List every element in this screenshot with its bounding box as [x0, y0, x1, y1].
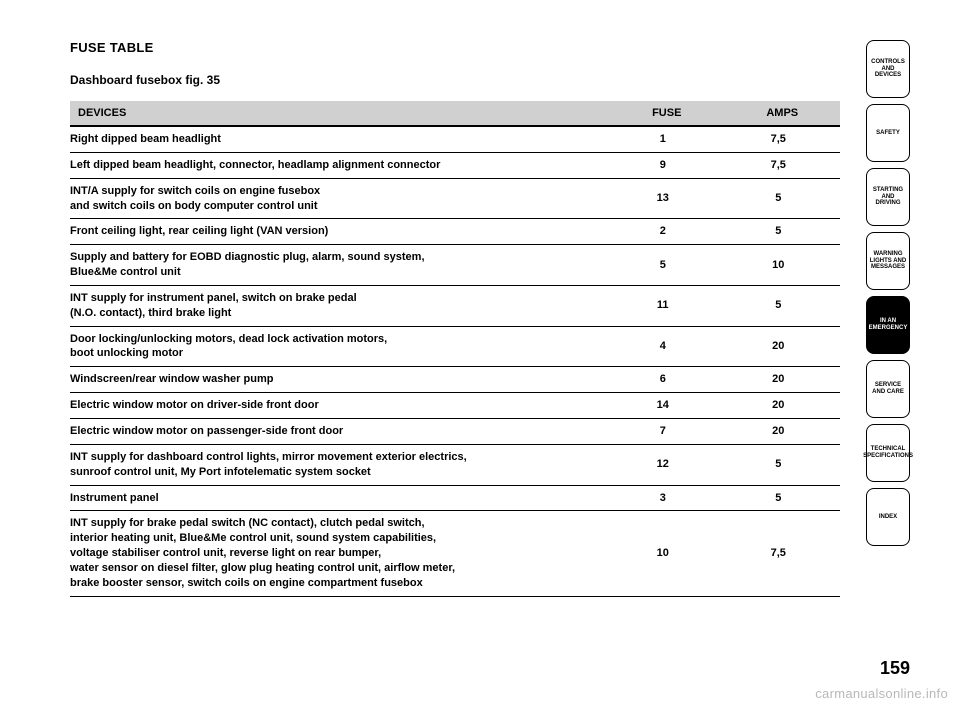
- section-tab[interactable]: STARTING AND DRIVING: [866, 168, 910, 226]
- cell-amps: 5: [725, 285, 841, 326]
- cell-fuse: 3: [609, 485, 725, 511]
- section-tab-label: STARTING AND DRIVING: [869, 187, 907, 207]
- table-row: Right dipped beam headlight17,5: [70, 126, 840, 152]
- table-row: INT supply for brake pedal switch (NC co…: [70, 511, 840, 596]
- col-fuse: FUSE: [609, 101, 725, 126]
- cell-fuse: 6: [609, 367, 725, 393]
- cell-fuse: 7: [609, 418, 725, 444]
- cell-device: Windscreen/rear window washer pump: [70, 367, 609, 393]
- section-tab[interactable]: SERVICE AND CARE: [866, 360, 910, 418]
- section-tab[interactable]: CONTROLS AND DEVICES: [866, 40, 910, 98]
- page: FUSE TABLE Dashboard fusebox fig. 35 DEV…: [0, 0, 960, 709]
- section-tab[interactable]: IN AN EMERGENCY: [866, 296, 910, 354]
- table-row: INT supply for dashboard control lights,…: [70, 444, 840, 485]
- watermark: carmanualsonline.info: [815, 686, 948, 701]
- table-row: Electric window motor on driver-side fro…: [70, 393, 840, 419]
- cell-device: Electric window motor on driver-side fro…: [70, 393, 609, 419]
- cell-fuse: 12: [609, 444, 725, 485]
- cell-amps: 5: [725, 178, 841, 219]
- cell-device: Left dipped beam headlight, connector, h…: [70, 152, 609, 178]
- cell-device: INT supply for dashboard control lights,…: [70, 444, 609, 485]
- cell-device: INT supply for instrument panel, switch …: [70, 285, 609, 326]
- cell-fuse: 13: [609, 178, 725, 219]
- cell-amps: 5: [725, 485, 841, 511]
- section-tab-label: INDEX: [879, 514, 897, 521]
- table-row: Instrument panel35: [70, 485, 840, 511]
- cell-fuse: 5: [609, 245, 725, 286]
- cell-device: Right dipped beam headlight: [70, 126, 609, 152]
- section-tab-label: CONTROLS AND DEVICES: [869, 59, 907, 79]
- cell-amps: 7,5: [725, 152, 841, 178]
- table-row: Door locking/unlocking motors, dead lock…: [70, 326, 840, 367]
- table-row: INT supply for instrument panel, switch …: [70, 285, 840, 326]
- cell-fuse: 1: [609, 126, 725, 152]
- section-tab-label: SERVICE AND CARE: [869, 382, 907, 395]
- side-tabs: CONTROLS AND DEVICES SAFETY STARTING AND D…: [866, 40, 910, 546]
- fuse-table: DEVICES FUSE AMPS Right dipped beam head…: [70, 101, 840, 597]
- cell-fuse: 4: [609, 326, 725, 367]
- table-row: INT/A supply for switch coils on engine …: [70, 178, 840, 219]
- cell-amps: 7,5: [725, 511, 841, 596]
- page-title: FUSE TABLE: [70, 40, 840, 55]
- page-number: 159: [880, 658, 910, 679]
- cell-amps: 7,5: [725, 126, 841, 152]
- cell-device: Electric window motor on passenger-side …: [70, 418, 609, 444]
- section-tab[interactable]: TECHNICAL SPECIFICATIONS: [866, 424, 910, 482]
- cell-device: INT/A supply for switch coils on engine …: [70, 178, 609, 219]
- cell-amps: 5: [725, 219, 841, 245]
- section-tab-label: WARNING LIGHTS AND MESSAGES: [869, 251, 907, 271]
- cell-amps: 5: [725, 444, 841, 485]
- cell-fuse: 2: [609, 219, 725, 245]
- table-row: Supply and battery for EOBD diagnostic p…: [70, 245, 840, 286]
- section-tab[interactable]: INDEX: [866, 488, 910, 546]
- section-tab[interactable]: SAFETY: [866, 104, 910, 162]
- cell-device: Supply and battery for EOBD diagnostic p…: [70, 245, 609, 286]
- cell-fuse: 10: [609, 511, 725, 596]
- section-tab[interactable]: WARNING LIGHTS AND MESSAGES: [866, 232, 910, 290]
- cell-amps: 20: [725, 326, 841, 367]
- cell-amps: 20: [725, 367, 841, 393]
- table-header-row: DEVICES FUSE AMPS: [70, 101, 840, 126]
- section-tab-label: IN AN EMERGENCY: [869, 318, 908, 331]
- table-row: Electric window motor on passenger-side …: [70, 418, 840, 444]
- section-tab-label: TECHNICAL SPECIFICATIONS: [863, 446, 913, 459]
- cell-fuse: 14: [609, 393, 725, 419]
- cell-device: INT supply for brake pedal switch (NC co…: [70, 511, 609, 596]
- cell-device: Instrument panel: [70, 485, 609, 511]
- cell-device: Door locking/unlocking motors, dead lock…: [70, 326, 609, 367]
- cell-amps: 10: [725, 245, 841, 286]
- cell-amps: 20: [725, 418, 841, 444]
- cell-amps: 20: [725, 393, 841, 419]
- table-row: Front ceiling light, rear ceiling light …: [70, 219, 840, 245]
- col-devices: DEVICES: [70, 101, 609, 126]
- cell-fuse: 9: [609, 152, 725, 178]
- page-subtitle: Dashboard fusebox fig. 35: [70, 73, 840, 87]
- cell-device: Front ceiling light, rear ceiling light …: [70, 219, 609, 245]
- col-amps: AMPS: [725, 101, 841, 126]
- table-row: Left dipped beam headlight, connector, h…: [70, 152, 840, 178]
- cell-fuse: 11: [609, 285, 725, 326]
- section-tab-label: SAFETY: [876, 130, 900, 137]
- table-row: Windscreen/rear window washer pump620: [70, 367, 840, 393]
